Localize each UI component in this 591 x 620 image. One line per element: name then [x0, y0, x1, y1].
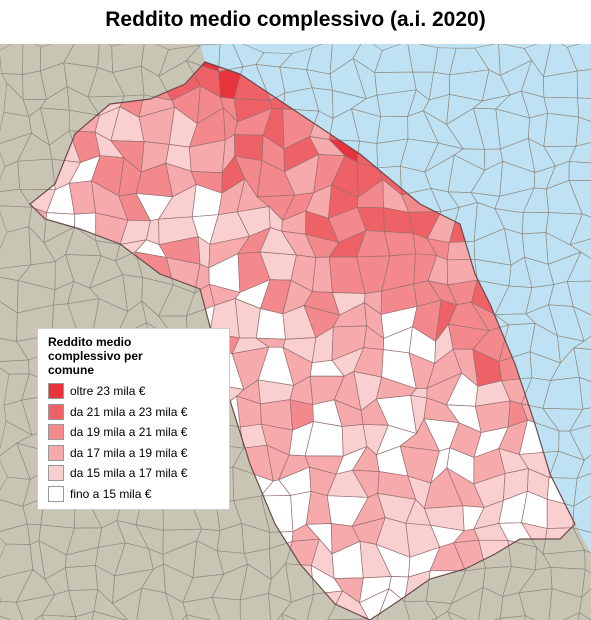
land-cell — [239, 593, 271, 620]
sea — [200, 44, 591, 554]
land-cell — [569, 425, 591, 461]
legend-label: da 21 mila a 23 mila € — [70, 404, 188, 419]
legend-item: da 21 mila a 23 mila € — [48, 402, 219, 423]
legend-swatch — [48, 444, 64, 461]
municipality — [383, 231, 416, 257]
legend-swatch — [48, 424, 64, 441]
land-cell — [566, 280, 591, 316]
land-cell — [447, 586, 484, 620]
legend-label: da 17 mila a 19 mila € — [70, 445, 188, 460]
land-cell — [34, 614, 44, 620]
legend-item: fino a 15 mila € — [48, 484, 219, 505]
land-cell — [577, 97, 591, 122]
land-cell — [277, 613, 284, 620]
land-cell — [568, 180, 591, 218]
land-cell — [500, 615, 526, 620]
legend-swatch — [48, 403, 64, 420]
land-cell — [569, 407, 591, 432]
legend: Reddito medio complessivo per comune olt… — [37, 328, 230, 510]
land-cell — [573, 473, 591, 507]
title: Reddito medio complessivo (a.i. 2020) — [105, 8, 486, 31]
land-cell — [182, 597, 221, 620]
land-cell — [578, 612, 591, 620]
land-cell — [327, 618, 369, 620]
legend-item: oltre 23 mila € — [48, 381, 219, 402]
land-cell — [567, 44, 591, 72]
land-cell — [572, 527, 591, 553]
legend-items: oltre 23 mila € da 21 mila a 23 mila € da … — [48, 381, 219, 504]
legend-item: da 15 mila a 17 mila € — [48, 463, 219, 484]
land-cell — [579, 588, 591, 620]
legend-swatch — [48, 383, 64, 400]
land-cell — [578, 376, 591, 410]
land-cell — [569, 213, 591, 246]
land-cell — [518, 588, 553, 620]
land-cell — [562, 612, 580, 620]
land-cell — [91, 610, 127, 620]
legend-item: da 19 mila a 21 mila € — [48, 422, 219, 443]
land-cell — [572, 335, 591, 350]
land-cell — [576, 454, 591, 479]
municipality — [255, 308, 286, 340]
land-cell — [568, 161, 591, 181]
municipality — [311, 256, 333, 293]
legend-item: da 17 mila a 19 mila € — [48, 443, 219, 464]
legend-title: Reddito medio complessivo per comune — [48, 335, 143, 377]
legend-label: da 19 mila a 21 mila € — [70, 425, 188, 440]
legend-swatch — [48, 465, 64, 482]
land-cell — [74, 610, 95, 620]
land-cell — [41, 614, 77, 620]
land-cell — [181, 613, 188, 620]
map — [0, 44, 591, 620]
land-cell — [281, 593, 315, 620]
land-cell — [573, 347, 591, 382]
municipality — [359, 587, 390, 620]
land-cell — [581, 568, 591, 599]
land-cell — [136, 587, 174, 620]
land-cell — [93, 588, 129, 620]
land-cell — [569, 238, 591, 259]
land-cell — [575, 116, 591, 147]
land-cell — [576, 69, 591, 99]
legend-label: da 15 mila a 17 mila € — [70, 466, 188, 481]
land-cell — [572, 306, 591, 342]
legend-label: fino a 15 mila € — [70, 486, 152, 501]
land-cell — [0, 600, 24, 620]
land-cell — [211, 597, 241, 620]
legend-label: oltre 23 mila € — [70, 384, 146, 399]
land-cell — [566, 251, 591, 282]
legend-swatch — [48, 485, 64, 502]
land-cell — [111, 587, 143, 620]
land-cell — [436, 610, 452, 620]
